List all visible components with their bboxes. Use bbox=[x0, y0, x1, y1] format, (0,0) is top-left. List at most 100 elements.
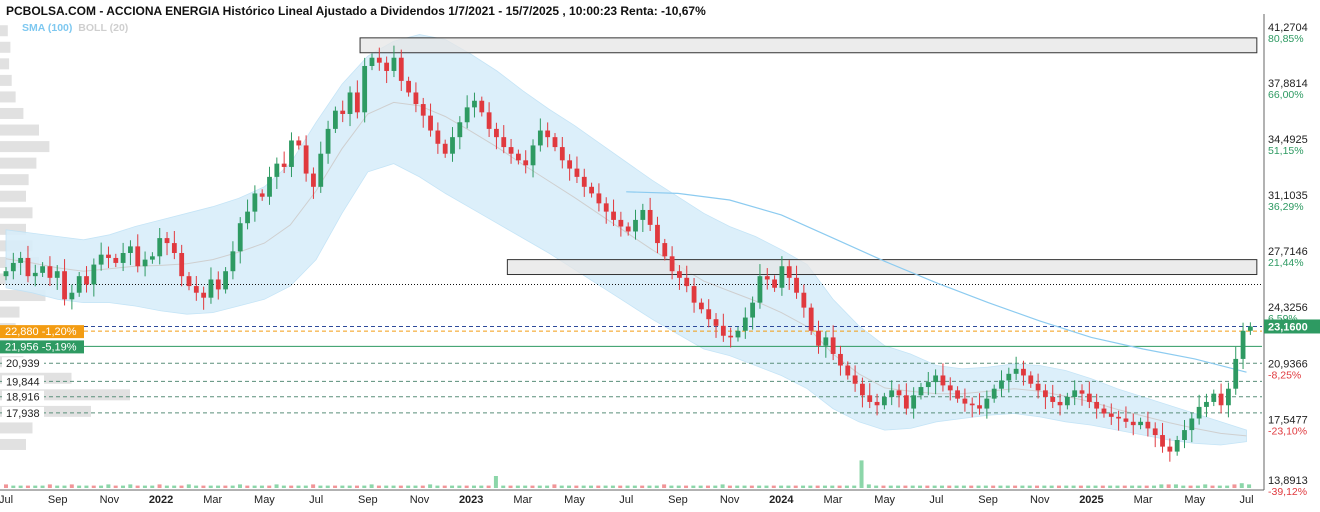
volume-bar bbox=[84, 485, 89, 488]
candle-body bbox=[84, 276, 89, 285]
volume-bar bbox=[705, 485, 710, 488]
volume-bar bbox=[1071, 485, 1076, 488]
volume-bar bbox=[296, 485, 301, 488]
candle-body bbox=[618, 219, 624, 227]
volume-bar bbox=[201, 485, 206, 488]
volume-bar bbox=[727, 485, 732, 488]
chart-title: PCBOLSA.COM - ACCIONA ENERGIA Histórico … bbox=[6, 4, 706, 18]
candle-body bbox=[201, 292, 207, 298]
candle-body bbox=[347, 92, 353, 114]
volume-bar bbox=[25, 485, 30, 488]
candle-body bbox=[230, 251, 236, 272]
candle-body bbox=[1116, 416, 1122, 419]
volume-profile-bar bbox=[0, 190, 26, 202]
candle-body bbox=[684, 277, 690, 287]
volume-bar bbox=[1108, 485, 1113, 488]
volume-bar bbox=[632, 485, 637, 488]
volume-bar bbox=[844, 485, 849, 488]
volume-bar bbox=[77, 485, 82, 488]
candle-body bbox=[523, 160, 529, 166]
volume-bar bbox=[479, 485, 484, 488]
volume-bar bbox=[764, 485, 769, 488]
time-tick-label: Jul bbox=[0, 494, 13, 506]
candle-body bbox=[1094, 401, 1100, 409]
candle-body bbox=[193, 286, 199, 293]
volume-bar bbox=[230, 485, 235, 488]
candle-body bbox=[186, 276, 192, 287]
volume-bar bbox=[259, 485, 264, 488]
candle-body bbox=[479, 100, 485, 113]
candle-body bbox=[1006, 373, 1012, 381]
candle-body bbox=[1043, 390, 1048, 397]
volume-bar bbox=[515, 485, 520, 488]
percent-tick-label: -8,25% bbox=[1268, 369, 1301, 381]
candle-body bbox=[647, 209, 653, 225]
candle-body bbox=[955, 390, 960, 399]
candle-body bbox=[332, 110, 338, 129]
time-tick-label: Nov bbox=[410, 494, 430, 506]
candle-body bbox=[728, 335, 734, 338]
candle-body bbox=[625, 226, 631, 232]
volume-bar bbox=[333, 485, 338, 488]
candle-body bbox=[896, 390, 902, 396]
candle-body bbox=[574, 168, 580, 177]
candle-body bbox=[1072, 390, 1078, 397]
volume-bar bbox=[501, 485, 506, 488]
candle-body bbox=[208, 279, 214, 298]
candle-body bbox=[325, 128, 331, 154]
left-label-bg bbox=[2, 406, 44, 419]
candle-body bbox=[779, 266, 785, 288]
candle-body bbox=[164, 238, 170, 244]
candle-body bbox=[1240, 330, 1246, 359]
volume-bar bbox=[537, 485, 542, 488]
volume-bar bbox=[4, 484, 8, 488]
percent-tick-label: 66,00% bbox=[1268, 89, 1304, 101]
volume-bar bbox=[932, 485, 937, 488]
volume-bar bbox=[1195, 485, 1200, 488]
volume-bar bbox=[1078, 485, 1083, 488]
volume-bar bbox=[618, 485, 623, 488]
price-tick-label: 34,4925 bbox=[1268, 134, 1308, 146]
candle-body bbox=[991, 388, 997, 399]
volume-bar bbox=[676, 485, 681, 488]
volume-bar bbox=[347, 485, 352, 488]
resistance-zone bbox=[359, 37, 1258, 54]
volume-bar bbox=[779, 485, 784, 488]
volume-bar bbox=[142, 485, 147, 488]
volume-bar bbox=[866, 484, 871, 488]
candle-body bbox=[1057, 401, 1063, 406]
candle-body bbox=[135, 246, 141, 267]
candle-body bbox=[274, 163, 280, 177]
time-tick-label: Mar bbox=[824, 494, 843, 506]
left-label-text: 22,880 -1,20% bbox=[5, 326, 77, 338]
candle-body bbox=[786, 266, 792, 278]
volume-bar bbox=[1137, 485, 1142, 488]
volume-bar bbox=[311, 484, 316, 488]
volume-bar bbox=[1013, 485, 1018, 488]
time-tick-label: Jul bbox=[1239, 494, 1253, 506]
volume-bar bbox=[947, 485, 952, 488]
legend-boll: BOLL (20) bbox=[78, 22, 129, 34]
volume-bar bbox=[289, 485, 294, 488]
candle-body bbox=[860, 383, 865, 396]
volume-bar bbox=[983, 485, 988, 488]
candle-body bbox=[18, 257, 24, 263]
volume-bar bbox=[1086, 485, 1091, 488]
candle-body bbox=[40, 266, 45, 273]
volume-bar bbox=[735, 485, 740, 488]
volume-bar bbox=[786, 485, 791, 488]
left-label-bg bbox=[0, 325, 84, 339]
candle-body bbox=[677, 271, 682, 278]
volume-bar bbox=[1232, 484, 1237, 488]
volume-bar bbox=[896, 485, 901, 488]
candle-body bbox=[10, 262, 16, 272]
price-tick-label: 27,7146 bbox=[1268, 246, 1308, 258]
candle-body bbox=[376, 57, 382, 63]
volume-bar bbox=[1144, 485, 1149, 488]
candle-body bbox=[603, 203, 609, 212]
volume-bar bbox=[274, 484, 279, 488]
candle-body bbox=[98, 254, 104, 265]
volume-bar bbox=[62, 485, 67, 488]
candle-body bbox=[398, 57, 404, 81]
